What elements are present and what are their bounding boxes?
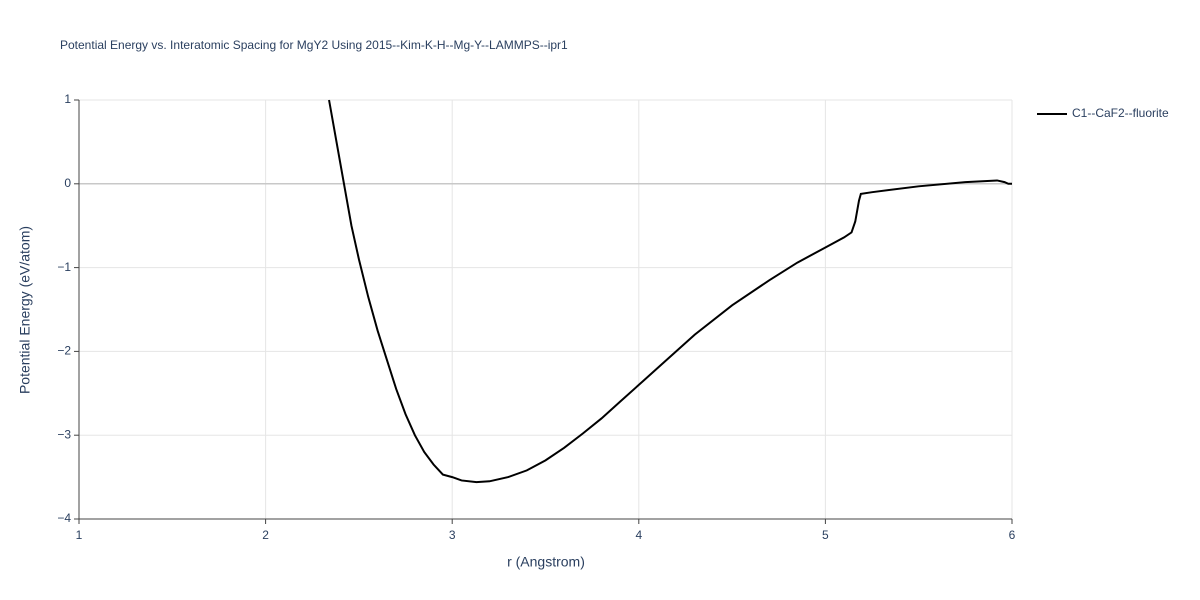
y-tick-label: 0: [64, 176, 71, 190]
x-axis-label: r (Angstrom): [507, 554, 585, 570]
x-tick-label: 4: [635, 528, 642, 542]
x-tick-label: 2: [262, 528, 269, 542]
y-tick-label: −3: [57, 427, 71, 441]
x-tick-label: 5: [822, 528, 829, 542]
x-tick-label: 1: [76, 528, 83, 542]
y-tick-label: −2: [57, 344, 71, 358]
y-tick-label: −4: [57, 511, 71, 525]
x-tick-label: 3: [449, 528, 456, 542]
chart-title: Potential Energy vs. Interatomic Spacing…: [60, 38, 568, 52]
data-line: [328, 99, 1012, 484]
y-tick-label: −1: [57, 260, 71, 274]
legend-label: C1--CaF2--fluorite: [1072, 106, 1169, 120]
y-axis-label: Potential Energy (eV/atom): [17, 226, 33, 394]
x-tick-label: 6: [1009, 528, 1016, 542]
y-tick-label: 1: [64, 92, 71, 106]
